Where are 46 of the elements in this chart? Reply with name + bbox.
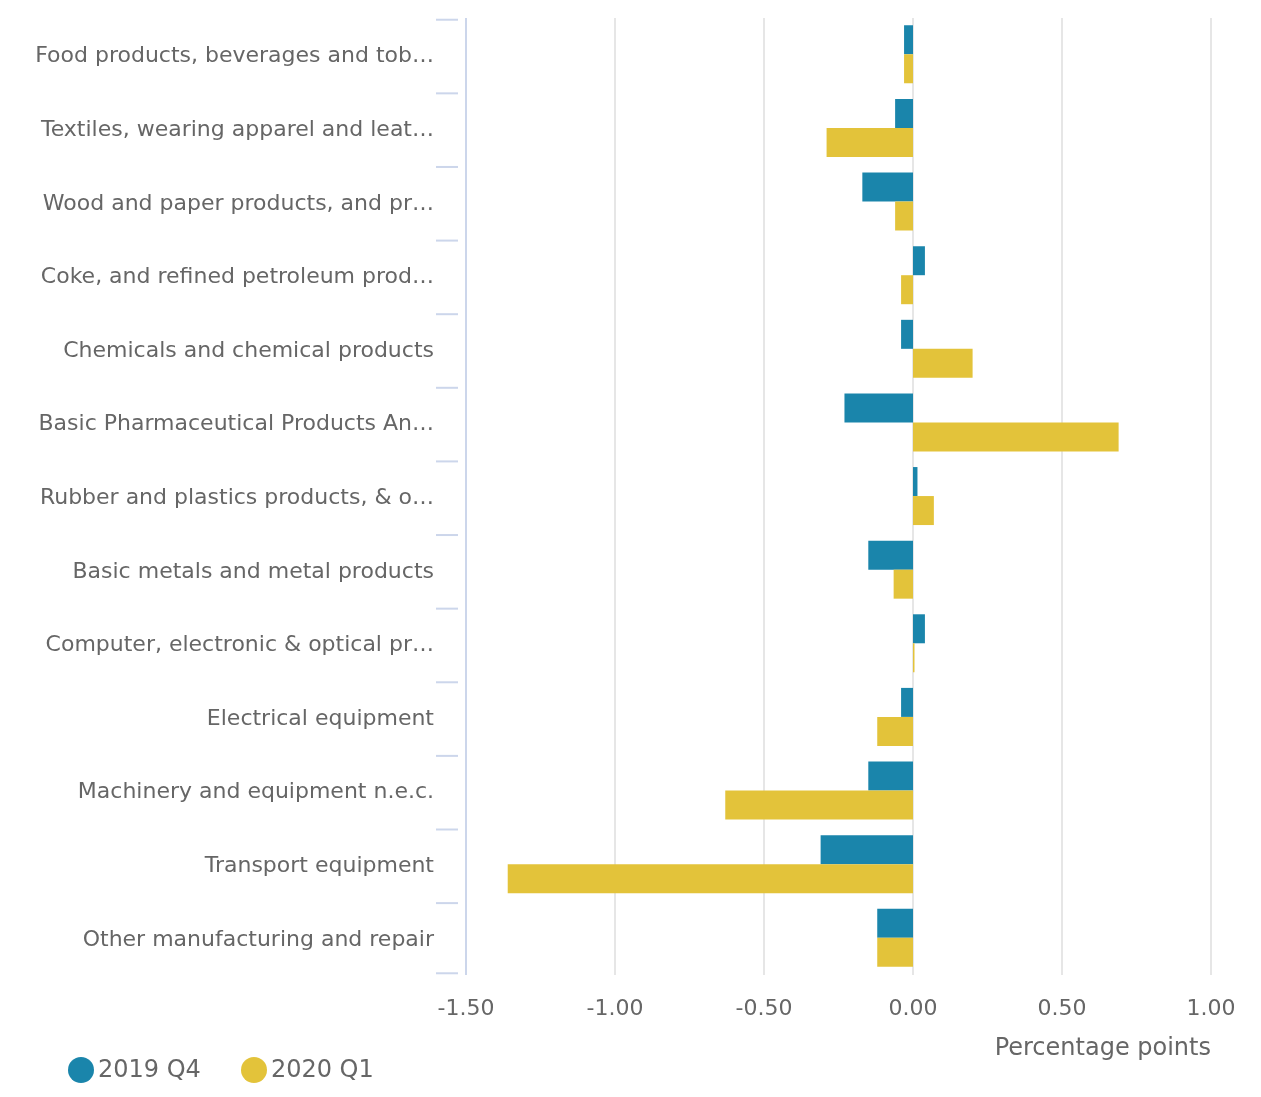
bar — [725, 790, 913, 820]
x-tick-label: 0.50 — [1037, 994, 1087, 1020]
bar — [507, 864, 913, 894]
legend-label: 2020 Q1 — [270, 1055, 374, 1083]
y-tick-label: Chemicals and chemical products — [63, 336, 434, 362]
x-tick-label: -1.00 — [586, 994, 644, 1020]
bar — [877, 716, 913, 746]
x-axis-title: Percentage points — [994, 1033, 1211, 1061]
bar — [913, 614, 925, 644]
y-tick-label: Food products, beverages and tob… — [35, 42, 434, 68]
bar — [901, 275, 913, 305]
bar — [868, 761, 913, 791]
y-tick-label: Other manufacturing and repair — [82, 925, 435, 951]
bar — [862, 172, 913, 202]
x-tick-label: -1.50 — [437, 994, 495, 1020]
bar — [895, 201, 913, 231]
bar — [844, 393, 913, 423]
x-tick-label: 0.00 — [888, 994, 938, 1020]
y-tick-label: Wood and paper products, and pr… — [42, 189, 434, 215]
legend-label: 2019 Q4 — [98, 1055, 201, 1083]
bar — [913, 496, 934, 526]
y-tick-label: Basic Pharmaceutical Products An… — [38, 410, 434, 436]
y-tick-label: Computer, electronic & optical pr… — [45, 631, 434, 657]
y-tick-label: Transport equipment — [203, 852, 435, 878]
bar — [904, 54, 913, 84]
bar — [901, 687, 913, 717]
bar — [913, 348, 973, 378]
bar — [913, 422, 1119, 452]
y-tick-label: Textiles, wearing apparel and leat… — [39, 115, 434, 141]
y-tick-label: Coke, and refined petroleum prod… — [40, 263, 434, 289]
bar — [904, 25, 913, 55]
bar — [826, 127, 913, 157]
y-tick-label: Rubber and plastics products, & o… — [39, 484, 434, 509]
bar — [895, 98, 913, 128]
bar — [877, 908, 913, 938]
bar — [901, 319, 913, 349]
x-tick-label: 1.00 — [1186, 994, 1236, 1020]
bar — [877, 937, 913, 967]
y-tick-label: Basic metals and metal products — [72, 557, 434, 583]
y-tick-label: Machinery and equipment n.e.c. — [77, 778, 434, 804]
y-tick-label: Electrical equipment — [206, 704, 435, 730]
bar — [820, 835, 913, 865]
bar — [893, 569, 913, 599]
bar — [868, 540, 913, 570]
bar — [913, 246, 925, 276]
x-tick-label: -0.50 — [735, 994, 793, 1020]
